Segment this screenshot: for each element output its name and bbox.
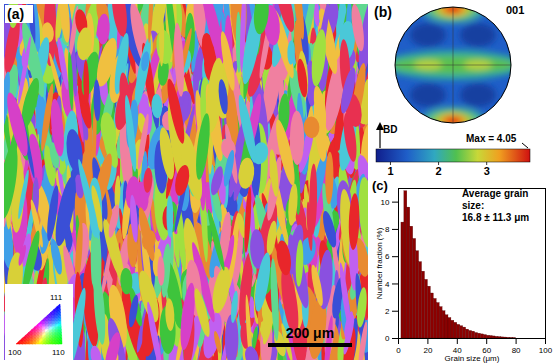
svg-text:80: 80 xyxy=(512,346,521,355)
svg-text:BD: BD xyxy=(383,124,397,135)
svg-text:Grain size (μm): Grain size (μm) xyxy=(445,354,500,363)
svg-text:(c): (c) xyxy=(372,178,388,193)
svg-text:20: 20 xyxy=(423,346,432,355)
svg-text:1: 1 xyxy=(387,165,393,177)
svg-text:8: 8 xyxy=(385,225,390,234)
svg-text:0: 0 xyxy=(396,346,401,355)
svg-text:111: 111 xyxy=(50,293,63,302)
svg-text:60: 60 xyxy=(482,346,492,356)
svg-text:100: 100 xyxy=(539,346,553,355)
svg-text:2: 2 xyxy=(385,307,390,316)
svg-text:3: 3 xyxy=(484,165,490,177)
svg-text:10: 10 xyxy=(381,198,390,207)
svg-text:110: 110 xyxy=(52,348,65,357)
svg-text:40: 40 xyxy=(452,346,462,356)
svg-text:Max = 4.05: Max = 4.05 xyxy=(466,133,517,144)
svg-text:Number fraction (%): Number fraction (%) xyxy=(375,227,384,299)
svg-text:6: 6 xyxy=(385,252,390,261)
svg-text:(a): (a) xyxy=(7,6,24,22)
svg-text:0: 0 xyxy=(385,334,390,343)
svg-text:(b): (b) xyxy=(374,4,392,20)
html-text:16.8 ± 11.3 μm: 16.8 ± 11.3 μm xyxy=(462,212,530,223)
svg-text:200 μm: 200 μm xyxy=(286,325,334,341)
svg-text:2: 2 xyxy=(436,165,442,177)
html-text:Average grain size:: Average grain size: xyxy=(462,188,529,211)
svg-text:001: 001 xyxy=(506,4,524,16)
svg-text:4: 4 xyxy=(385,280,390,289)
svg-text:100: 100 xyxy=(8,348,22,357)
